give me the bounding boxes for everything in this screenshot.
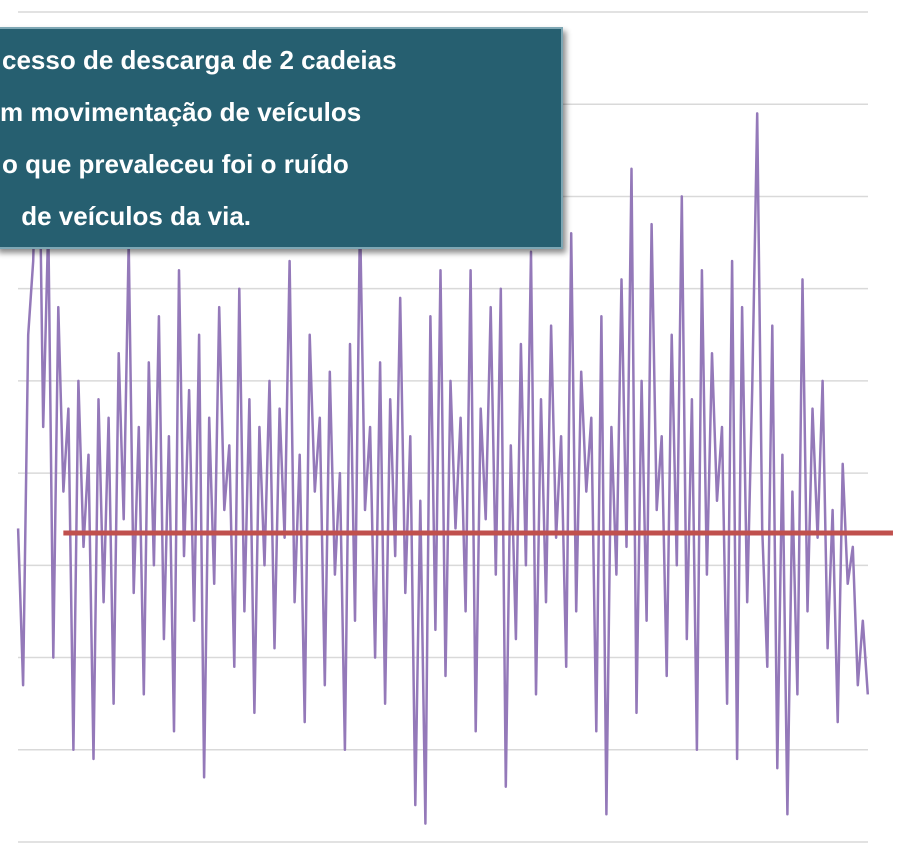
callout-text: m movimentação de veículos <box>0 97 361 127</box>
data-line <box>16 56 870 825</box>
callout-text: de veículos da via. <box>14 201 251 231</box>
callout: cesso de descarga de 2 cadeias m movimen… <box>0 27 563 249</box>
callout-box <box>0 27 563 249</box>
callout-text: o que prevaleceu foi o ruído <box>2 149 349 179</box>
callout-text: cesso de descarga de 2 cadeias <box>2 45 397 75</box>
